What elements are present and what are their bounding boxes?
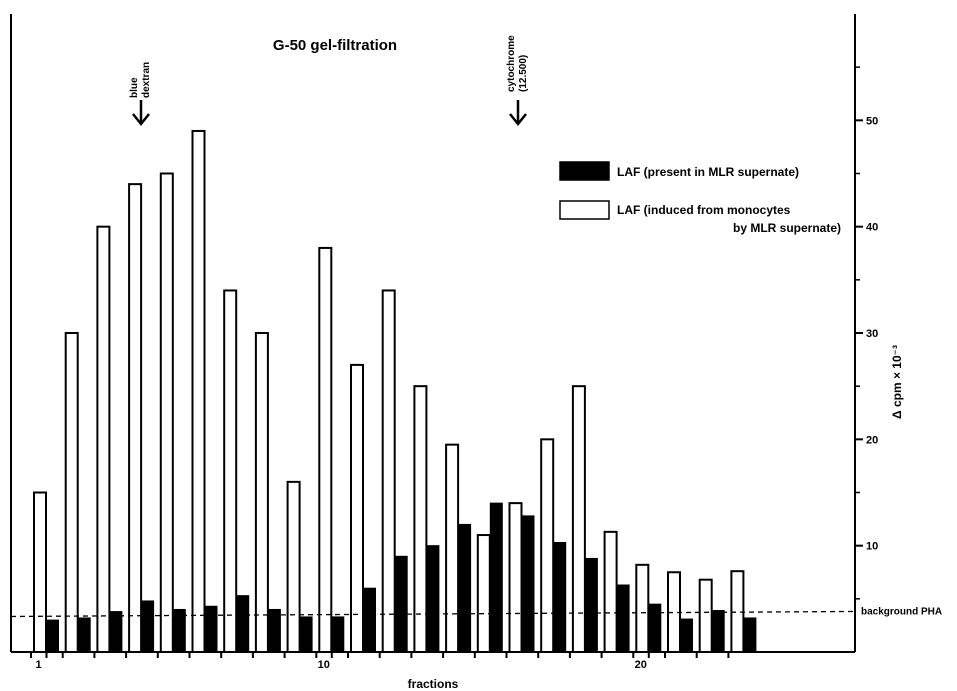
y-tick-label-40: 40 [866, 222, 878, 234]
bar-present-fraction-2 [77, 617, 91, 653]
annotation-cytochrome-line1: cytochrome [506, 35, 517, 92]
bar-induced-fraction-22 [698, 578, 713, 654]
bar-present-fraction-3 [109, 611, 123, 653]
bar-present-fraction-20 [648, 603, 662, 653]
y-tick-label-10: 10 [866, 541, 878, 553]
bar-present-fraction-8 [267, 608, 281, 653]
bar-present-fraction-18 [584, 557, 598, 653]
legend-label-present: LAF (present in MLR supernate) [617, 165, 799, 179]
x-tick-label-1: 1 [35, 659, 41, 671]
legend-label-induced-line1: LAF (induced from monocytes [617, 203, 791, 217]
bar-induced-fraction-2 [64, 332, 79, 653]
bar-present-fraction-14 [458, 523, 472, 653]
bar-induced-fraction-9 [286, 480, 301, 653]
bar-present-fraction-15 [489, 502, 503, 653]
bar-present-fraction-1 [46, 619, 59, 653]
x-tick-label-20: 20 [635, 659, 647, 671]
x-tick-label-10: 10 [318, 659, 330, 671]
bar-induced-fraction-15 [476, 534, 491, 653]
bar-induced-fraction-10 [318, 246, 333, 654]
annotation-blue-dextran-arrow [132, 100, 150, 127]
bar-induced-fraction-20 [635, 563, 650, 653]
bar-present-fraction-19 [616, 584, 630, 653]
bar-induced-fraction-18 [571, 385, 586, 653]
bar-present-fraction-13 [426, 545, 440, 653]
bar-induced-fraction-19 [603, 530, 618, 653]
bar-present-fraction-9 [299, 616, 313, 653]
chart-title: G-50 gel-filtration [273, 37, 397, 54]
bar-present-fraction-21 [680, 618, 693, 653]
y-tick-label-50: 50 [866, 115, 878, 127]
bar-present-fraction-22 [711, 610, 725, 653]
annotation-cytochrome-arrow [509, 100, 527, 127]
bar-induced-fraction-7 [223, 289, 238, 653]
bar-present-fraction-11 [363, 587, 376, 653]
legend-swatch-induced [559, 200, 610, 220]
bar-present-fraction-17 [553, 541, 567, 653]
legend-swatch-present [559, 161, 610, 181]
bar-present-fraction-5 [172, 608, 186, 653]
bar-induced-fraction-13 [413, 385, 428, 653]
bar-induced-fraction-1 [33, 491, 47, 653]
bar-induced-fraction-8 [254, 332, 269, 653]
bar-induced-fraction-5 [159, 172, 174, 653]
bar-induced-fraction-6 [191, 129, 206, 653]
x-axis-label: fractions [408, 677, 459, 691]
bar-present-fraction-4 [141, 600, 155, 653]
bar-induced-fraction-14 [445, 443, 460, 653]
bar-induced-fraction-4 [128, 183, 143, 653]
bar-induced-fraction-17 [540, 438, 555, 654]
bar-induced-fraction-16 [508, 502, 523, 653]
background-pha-line [10, 610, 856, 618]
bar-present-fraction-7 [236, 595, 250, 653]
background-layer: background PHA [10, 606, 942, 618]
y-tick-label-30: 30 [866, 328, 878, 340]
bar-induced-fraction-3 [96, 225, 111, 654]
y-tick-label-20: 20 [866, 434, 878, 446]
background-pha-label: background PHA [861, 606, 942, 617]
bar-induced-fraction-11 [350, 363, 364, 653]
ticks-layer: 1 10 20 10 20 30 40 50 [30, 66, 878, 671]
bar-induced-fraction-12 [381, 289, 396, 653]
annotation-blue-dextran-line1: blue [129, 77, 140, 98]
legend-label-induced-line2: by MLR supernate) [733, 221, 841, 235]
annotation-blue-dextran-line2: dextran [141, 62, 152, 98]
annotation-cytochrome-line2: (12.500) [518, 55, 529, 92]
bar-present-fraction-16 [521, 515, 535, 653]
bar-present-fraction-10 [331, 616, 345, 653]
bars-layer [33, 129, 757, 654]
bar-present-fraction-6 [204, 605, 218, 653]
bar-present-fraction-23 [743, 617, 757, 653]
y-axis-label: Δ cpm × 10⁻³ [890, 345, 904, 419]
bar-present-fraction-12 [394, 555, 408, 653]
